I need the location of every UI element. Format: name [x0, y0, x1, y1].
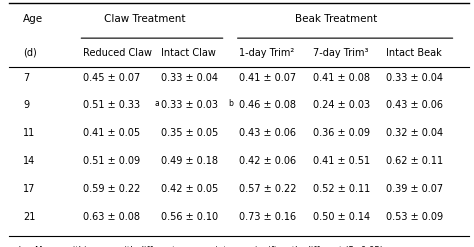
Text: Means within rows with different superscripts are significantly different (P<0.0: Means within rows with different supersc… — [35, 246, 383, 247]
Text: 0.43 ± 0.06: 0.43 ± 0.06 — [386, 101, 444, 110]
Text: 0.33 ± 0.04: 0.33 ± 0.04 — [386, 73, 444, 82]
Text: 0.51 ± 0.33: 0.51 ± 0.33 — [83, 101, 143, 110]
Text: 0.41 ± 0.51: 0.41 ± 0.51 — [313, 156, 370, 166]
Text: 0.50 ± 0.14: 0.50 ± 0.14 — [313, 212, 370, 222]
Text: 0.43 ± 0.06: 0.43 ± 0.06 — [239, 128, 296, 139]
Text: 0.52 ± 0.11: 0.52 ± 0.11 — [313, 185, 370, 194]
Text: 0.32 ± 0.04: 0.32 ± 0.04 — [386, 128, 444, 139]
Text: 0.33 ± 0.04: 0.33 ± 0.04 — [161, 73, 218, 82]
Text: 0.42 ± 0.06: 0.42 ± 0.06 — [239, 156, 297, 166]
Text: Beak Treatment: Beak Treatment — [295, 14, 377, 24]
Text: 0.73 ± 0.16: 0.73 ± 0.16 — [239, 212, 297, 222]
Text: Claw Treatment: Claw Treatment — [104, 14, 186, 24]
Text: a: a — [155, 99, 159, 108]
Text: 0.56 ± 0.10: 0.56 ± 0.10 — [161, 212, 219, 222]
Text: 0.62 ± 0.11: 0.62 ± 0.11 — [386, 156, 444, 166]
Text: 0.57 ± 0.22: 0.57 ± 0.22 — [239, 185, 297, 194]
Text: 21: 21 — [23, 212, 36, 222]
Text: 0.45 ± 0.07: 0.45 ± 0.07 — [83, 73, 140, 82]
Text: 1-day Trim²: 1-day Trim² — [239, 48, 295, 58]
Text: 0.46 ± 0.08: 0.46 ± 0.08 — [239, 101, 296, 110]
Text: 0.42 ± 0.05: 0.42 ± 0.05 — [161, 185, 219, 194]
Text: 0.24 ± 0.03: 0.24 ± 0.03 — [313, 101, 370, 110]
Text: 0.59 ± 0.22: 0.59 ± 0.22 — [83, 185, 140, 194]
Text: 0.39 ± 0.07: 0.39 ± 0.07 — [386, 185, 444, 194]
Text: Reduced Claw: Reduced Claw — [83, 48, 152, 58]
Text: Age: Age — [23, 14, 44, 24]
Text: 0.53 ± 0.09: 0.53 ± 0.09 — [386, 212, 444, 222]
Text: 0.35 ± 0.05: 0.35 ± 0.05 — [161, 128, 219, 139]
Text: a, b: a, b — [9, 246, 27, 247]
Text: 0.63 ± 0.08: 0.63 ± 0.08 — [83, 212, 140, 222]
Text: 17: 17 — [23, 185, 36, 194]
Text: 0.36 ± 0.09: 0.36 ± 0.09 — [313, 128, 370, 139]
Text: 7: 7 — [23, 73, 29, 82]
Text: 0.41 ± 0.08: 0.41 ± 0.08 — [313, 73, 370, 82]
Text: 9: 9 — [23, 101, 29, 110]
Text: 0.33 ± 0.03: 0.33 ± 0.03 — [161, 101, 221, 110]
Text: (d): (d) — [23, 48, 37, 58]
Text: 0.49 ± 0.18: 0.49 ± 0.18 — [161, 156, 218, 166]
Text: 11: 11 — [23, 128, 36, 139]
Text: b: b — [228, 99, 233, 108]
Text: 0.41 ± 0.07: 0.41 ± 0.07 — [239, 73, 297, 82]
Text: 0.51 ± 0.09: 0.51 ± 0.09 — [83, 156, 140, 166]
Text: 0.41 ± 0.05: 0.41 ± 0.05 — [83, 128, 140, 139]
Text: 7-day Trim³: 7-day Trim³ — [313, 48, 368, 58]
Text: Intact Beak: Intact Beak — [386, 48, 442, 58]
Text: 14: 14 — [23, 156, 36, 166]
Text: Intact Claw: Intact Claw — [161, 48, 216, 58]
